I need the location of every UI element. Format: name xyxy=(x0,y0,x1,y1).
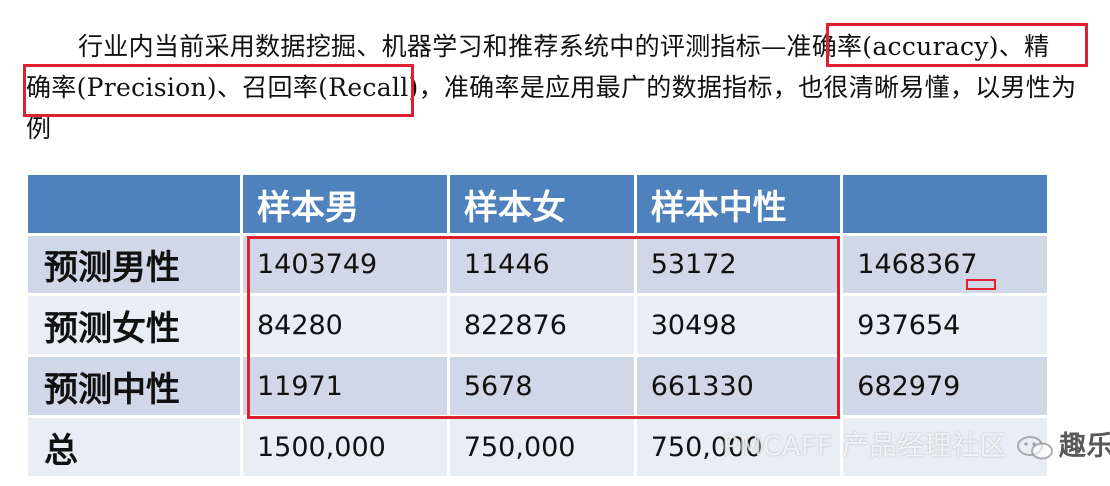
confusion-matrix-table: 样本男 样本女 样本中性 预测男性 1403749 11446 53172 14… xyxy=(28,172,1050,479)
intro-paragraph: 行业内当前采用数据挖掘、机器学习和推荐系统中的评测指标—准确率(accuracy… xyxy=(26,26,1091,149)
table-cell: 1468367 xyxy=(843,236,1047,293)
table-row: 总 1500,000 750,000 750,000 xyxy=(28,418,1047,476)
table-cell: 750,000 xyxy=(449,418,634,476)
watermark-text: PMCAFF 产品经理社区 xyxy=(722,431,1008,462)
header-cell-corner xyxy=(28,175,240,233)
table-cell: 11971 xyxy=(242,357,447,415)
annotation-box-accuracy xyxy=(826,23,1088,67)
header-cell-sample-female: 样本女 xyxy=(449,175,634,233)
annotation-box-matrix xyxy=(247,236,840,419)
table-cell: 11446 xyxy=(449,236,634,293)
metrics-table: 样本男 样本女 样本中性 预测男性 1403749 11446 53172 14… xyxy=(25,172,1050,479)
table-cell: 1500,000 xyxy=(242,418,447,476)
watermark-logo-text: 趣乐菌 xyxy=(1059,431,1110,462)
wechat-icon xyxy=(1017,435,1054,459)
table-row: 预测男性 1403749 11446 53172 1468367 xyxy=(28,236,1047,293)
table-cell: 750,000 xyxy=(636,418,841,476)
table-cell: 30498 xyxy=(636,296,841,354)
table-cell: 84280 xyxy=(242,296,447,354)
header-cell-sample-neutral: 样本中性 xyxy=(636,175,841,233)
table-row: 预测女性 84280 822876 30498 937654 xyxy=(28,296,1047,354)
paragraph-line-3: 例 xyxy=(26,114,52,143)
table-row: 预测中性 11971 5678 661330 682979 xyxy=(28,357,1047,415)
row-label: 预测中性 xyxy=(28,357,240,415)
annotation-marker-small xyxy=(966,279,996,290)
row-label: 总 xyxy=(28,418,240,476)
row-label: 预测男性 xyxy=(28,236,240,293)
watermark: PMCAFF 产品经理社区 趣乐菌 xyxy=(722,424,1110,463)
annotation-box-precision-recall xyxy=(23,64,414,117)
table-cell: 661330 xyxy=(636,357,841,415)
table-cell: 822876 xyxy=(449,296,634,354)
paragraph-line-2: 确率(Precision)、召回率(Recall)，准确率是应用最广的数据指标，… xyxy=(26,73,1077,102)
table-header-row: 样本男 样本女 样本中性 xyxy=(28,175,1047,233)
table-cell: 1403749 xyxy=(242,236,447,293)
table-cell: 53172 xyxy=(636,236,841,293)
paragraph-line-1: 行业内当前采用数据挖掘、机器学习和推荐系统中的评测指标—准确率(accuracy… xyxy=(26,26,1091,67)
table-cell: 5678 xyxy=(449,357,634,415)
header-cell-total xyxy=(843,175,1047,233)
header-cell-sample-male: 样本男 xyxy=(242,175,447,233)
table-cell: 937654 xyxy=(843,296,1047,354)
row-label: 预测女性 xyxy=(28,296,240,354)
table-cell xyxy=(843,418,1047,476)
paragraph-line-1-text: 行业内当前采用数据挖掘、机器学习和推荐系统中的评测指标—准确率(accuracy… xyxy=(78,32,1050,61)
table-cell: 682979 xyxy=(843,357,1047,415)
